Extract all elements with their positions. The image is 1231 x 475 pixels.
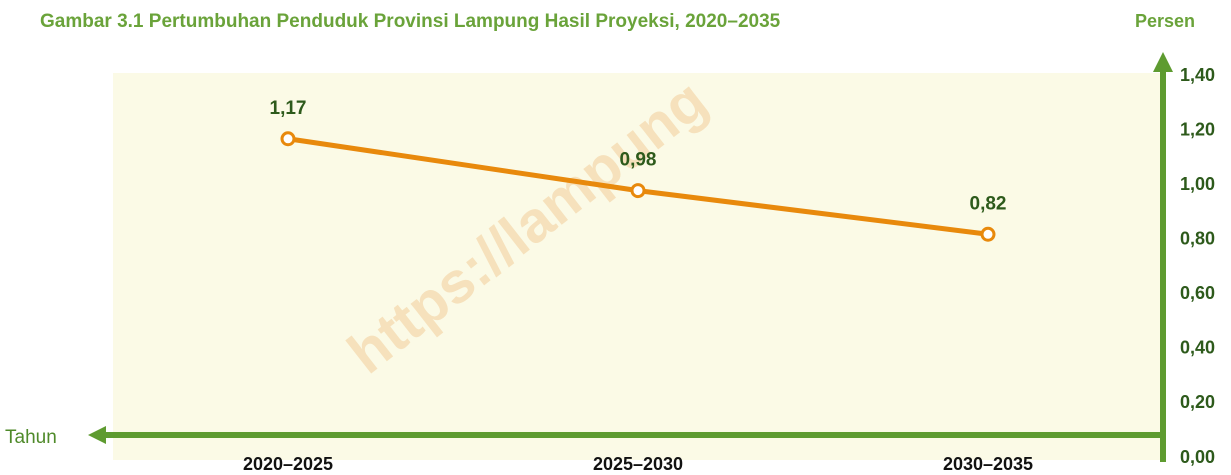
- x-tick-label: 2020–2025: [243, 454, 333, 474]
- y-tick-label: 0,40: [1180, 338, 1215, 358]
- y-tick-label: 0,60: [1180, 283, 1215, 303]
- y-tick-label: 0,20: [1180, 392, 1215, 412]
- data-label: 0,98: [620, 150, 657, 171]
- x-axis-arrow: [88, 426, 106, 444]
- data-label: 1,17: [270, 98, 307, 119]
- marker: [980, 226, 996, 242]
- y-tick-label: 0,00: [1180, 447, 1215, 467]
- y-tick-label: 1,20: [1180, 119, 1215, 139]
- y-axis-arrow: [1153, 52, 1173, 72]
- y-tick-label: 1,40: [1180, 65, 1215, 85]
- marker: [630, 183, 646, 199]
- chart-title: Gambar 3.1 Pertumbuhan Penduduk Provinsi…: [40, 11, 781, 32]
- x-tick-label: 2025–2030: [593, 454, 683, 474]
- y-axis-label: Persen: [1135, 11, 1195, 31]
- marker: [280, 131, 296, 147]
- data-label: 0,82: [970, 193, 1007, 214]
- y-tick-label: 0,80: [1180, 228, 1215, 248]
- x-axis-label: Tahun: [5, 427, 57, 448]
- y-tick-label: 1,00: [1180, 174, 1215, 194]
- x-tick-label: 2030–2035: [943, 454, 1033, 474]
